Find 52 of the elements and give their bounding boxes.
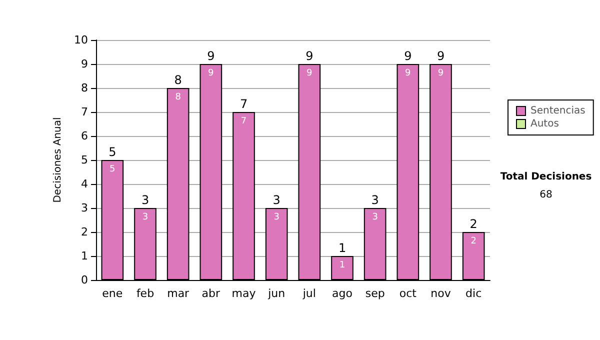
- y-axis-title: Decisiones Anual: [52, 117, 64, 203]
- x-tick-label: ago: [332, 287, 353, 300]
- data-label: 3: [372, 212, 378, 222]
- data-label: 2: [470, 236, 476, 246]
- total-label: 9: [436, 49, 445, 63]
- total-label: 9: [306, 49, 314, 63]
- x-tick-label: jun: [267, 287, 286, 300]
- x-tick-label: ene: [102, 287, 123, 300]
- x-tick-label: sep: [365, 287, 385, 300]
- total-label: 9: [207, 49, 215, 63]
- data-label: 9: [306, 68, 313, 78]
- y-tick-label: 3: [81, 202, 88, 214]
- data-label: 3: [274, 212, 280, 222]
- x-tick-label: abr: [202, 287, 221, 300]
- x-tick-label: oct: [399, 287, 418, 300]
- y-tick-label: 1: [81, 250, 88, 262]
- y-tick-label: 2: [81, 226, 88, 238]
- data-label: 7: [240, 116, 247, 126]
- y-tick-label: 0: [81, 274, 88, 286]
- total-label: 2: [470, 217, 478, 231]
- data-label: 9: [438, 68, 444, 78]
- x-tick-label: mar: [167, 287, 190, 300]
- x-tick-label: feb: [136, 287, 154, 300]
- data-label: 1: [339, 260, 346, 270]
- total-label: 8: [174, 73, 182, 87]
- data-label: 9: [208, 68, 214, 78]
- legend-label: Sentencias: [530, 106, 586, 116]
- total-label: 3: [141, 193, 150, 207]
- total-label: 1: [338, 241, 346, 255]
- y-tick-label: 5: [81, 154, 88, 166]
- y-tick-label: 6: [81, 130, 88, 142]
- y-tick-label: 8: [81, 82, 88, 94]
- x-tick-label: dic: [466, 287, 482, 300]
- total-label: 5: [108, 145, 116, 159]
- data-label: 5: [110, 164, 116, 174]
- x-tick-label: may: [232, 287, 256, 300]
- data-label: 3: [142, 212, 148, 222]
- data-label: 9: [405, 68, 412, 78]
- total-label: 7: [240, 97, 248, 111]
- legend-label: Autos: [530, 118, 559, 130]
- y-tick-label: 9: [81, 58, 88, 70]
- total-label: 3: [371, 193, 379, 207]
- text: 68: [540, 190, 552, 200]
- y-tick-label: 10: [74, 34, 88, 46]
- y-tick-label: 7: [81, 106, 88, 118]
- y-tick-label: 4: [81, 178, 88, 190]
- x-tick-label: jul: [302, 287, 316, 300]
- total-label: 9: [404, 49, 412, 63]
- total-label: 3: [272, 193, 280, 207]
- data-label: 8: [175, 92, 182, 102]
- x-tick-label: nov: [430, 287, 452, 300]
- text: Total Decisiones: [500, 172, 592, 182]
